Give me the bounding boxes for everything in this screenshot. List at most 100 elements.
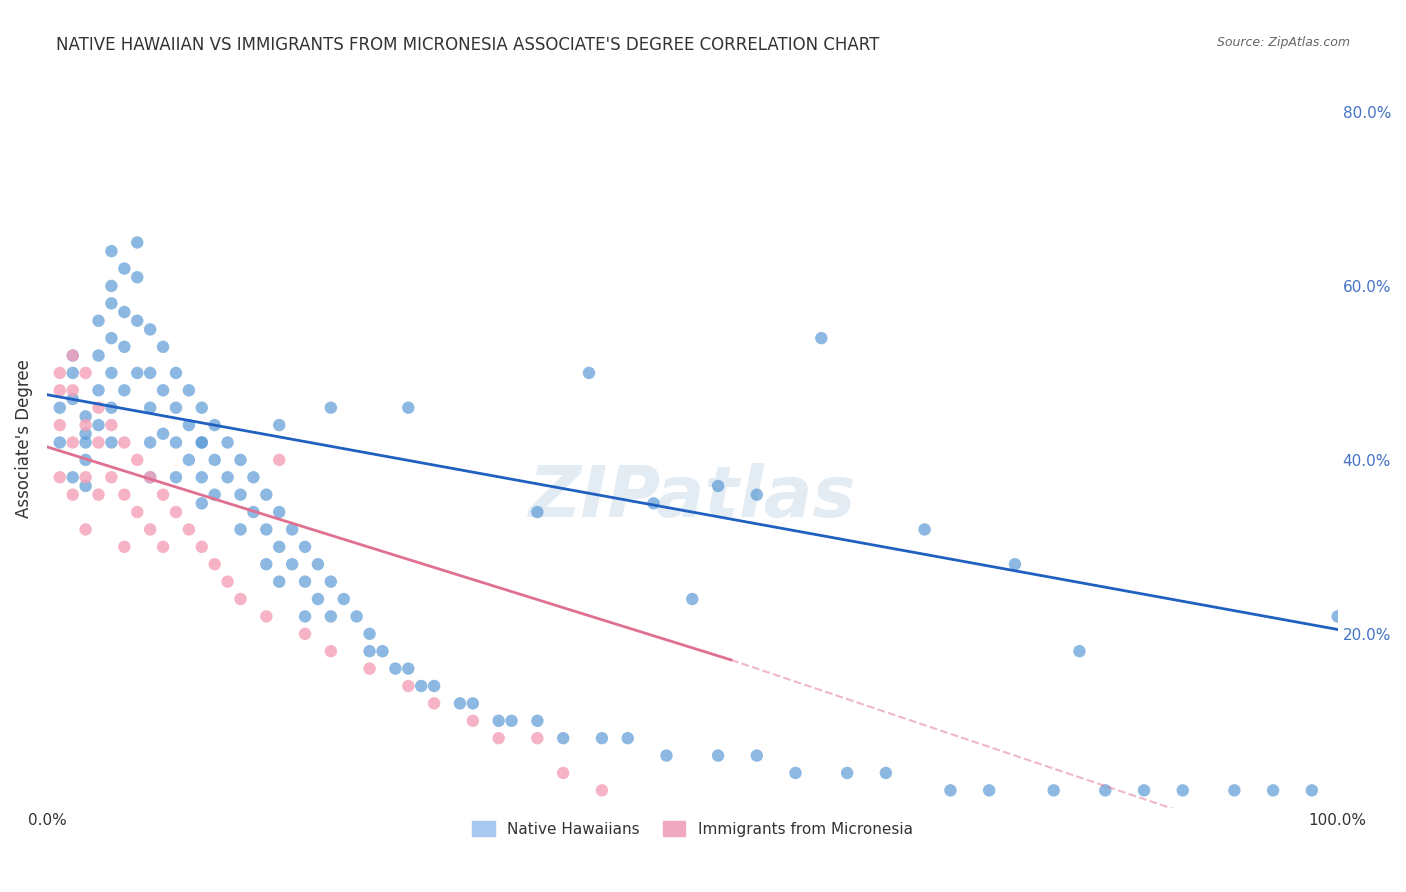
Point (112, 488, 135, 502)
Point (62, 366, 84, 380)
Point (75, 470, 97, 484)
Point (643, 496, 665, 510)
Point (591, 783, 613, 797)
Point (346, 609, 368, 624)
Point (127, 235, 149, 250)
Point (139, 470, 162, 484)
Point (49, 418, 72, 433)
Text: ZIPatlas: ZIPatlas (529, 463, 856, 532)
Point (112, 340, 135, 354)
Point (100, 401, 122, 415)
Point (177, 453, 200, 467)
Point (87, 384, 110, 398)
Point (62, 349, 84, 363)
Point (591, 731, 613, 746)
Point (75, 366, 97, 380)
Point (294, 540, 316, 554)
Point (191, 540, 214, 554)
Point (1326, 609, 1348, 624)
Point (191, 470, 214, 484)
Point (1133, 783, 1156, 797)
Point (139, 401, 162, 415)
Point (979, 783, 1001, 797)
Point (810, 331, 832, 345)
Point (152, 488, 174, 502)
Point (139, 435, 162, 450)
Point (62, 392, 84, 406)
Point (269, 540, 291, 554)
Point (655, 748, 678, 763)
Point (152, 426, 174, 441)
Point (191, 496, 214, 510)
Point (1042, 783, 1064, 797)
Point (191, 401, 214, 415)
Point (87, 401, 110, 415)
Point (100, 279, 122, 293)
Point (217, 470, 239, 484)
Point (165, 505, 187, 519)
Point (411, 679, 433, 693)
Point (127, 366, 149, 380)
Point (449, 697, 471, 711)
Point (229, 592, 252, 607)
Point (127, 270, 149, 285)
Point (204, 488, 226, 502)
Point (488, 731, 510, 746)
Point (359, 644, 381, 658)
Point (127, 505, 149, 519)
Point (423, 697, 446, 711)
Point (269, 418, 291, 433)
Point (1261, 783, 1284, 797)
Point (177, 384, 200, 398)
Point (914, 523, 936, 537)
Point (423, 679, 446, 693)
Point (1223, 783, 1246, 797)
Point (242, 470, 264, 484)
Point (139, 366, 162, 380)
Point (269, 453, 291, 467)
Point (1301, 783, 1323, 797)
Point (254, 558, 277, 572)
Point (229, 523, 252, 537)
Point (127, 314, 149, 328)
Point (307, 592, 329, 607)
Point (139, 322, 162, 336)
Point (281, 523, 304, 537)
Point (177, 523, 200, 537)
Point (62, 384, 84, 398)
Point (127, 453, 149, 467)
Point (217, 574, 239, 589)
Text: NATIVE HAWAIIAN VS IMMIGRANTS FROM MICRONESIA ASSOCIATE'S DEGREE CORRELATION CHA: NATIVE HAWAIIAN VS IMMIGRANTS FROM MICRO… (56, 36, 880, 54)
Point (359, 627, 381, 641)
Point (75, 418, 97, 433)
Point (112, 305, 135, 319)
Point (87, 349, 110, 363)
Point (165, 366, 187, 380)
Point (100, 366, 122, 380)
Point (49, 435, 72, 450)
Point (100, 435, 122, 450)
Point (269, 505, 291, 519)
Point (1171, 783, 1194, 797)
Point (396, 679, 419, 693)
Point (396, 662, 419, 676)
Point (112, 261, 135, 276)
Point (461, 714, 484, 728)
Point (281, 558, 304, 572)
Point (100, 296, 122, 310)
Point (1069, 644, 1091, 658)
Point (745, 488, 768, 502)
Point (745, 748, 768, 763)
Point (177, 418, 200, 433)
Point (112, 435, 135, 450)
Point (837, 766, 859, 780)
Point (152, 540, 174, 554)
Point (553, 731, 575, 746)
Legend: Native Hawaiians, Immigrants from Micronesia: Native Hawaiians, Immigrants from Micron… (464, 814, 921, 845)
Point (526, 731, 548, 746)
Point (294, 627, 316, 641)
Point (139, 523, 162, 537)
Point (1094, 783, 1116, 797)
Point (152, 340, 174, 354)
Point (62, 349, 84, 363)
